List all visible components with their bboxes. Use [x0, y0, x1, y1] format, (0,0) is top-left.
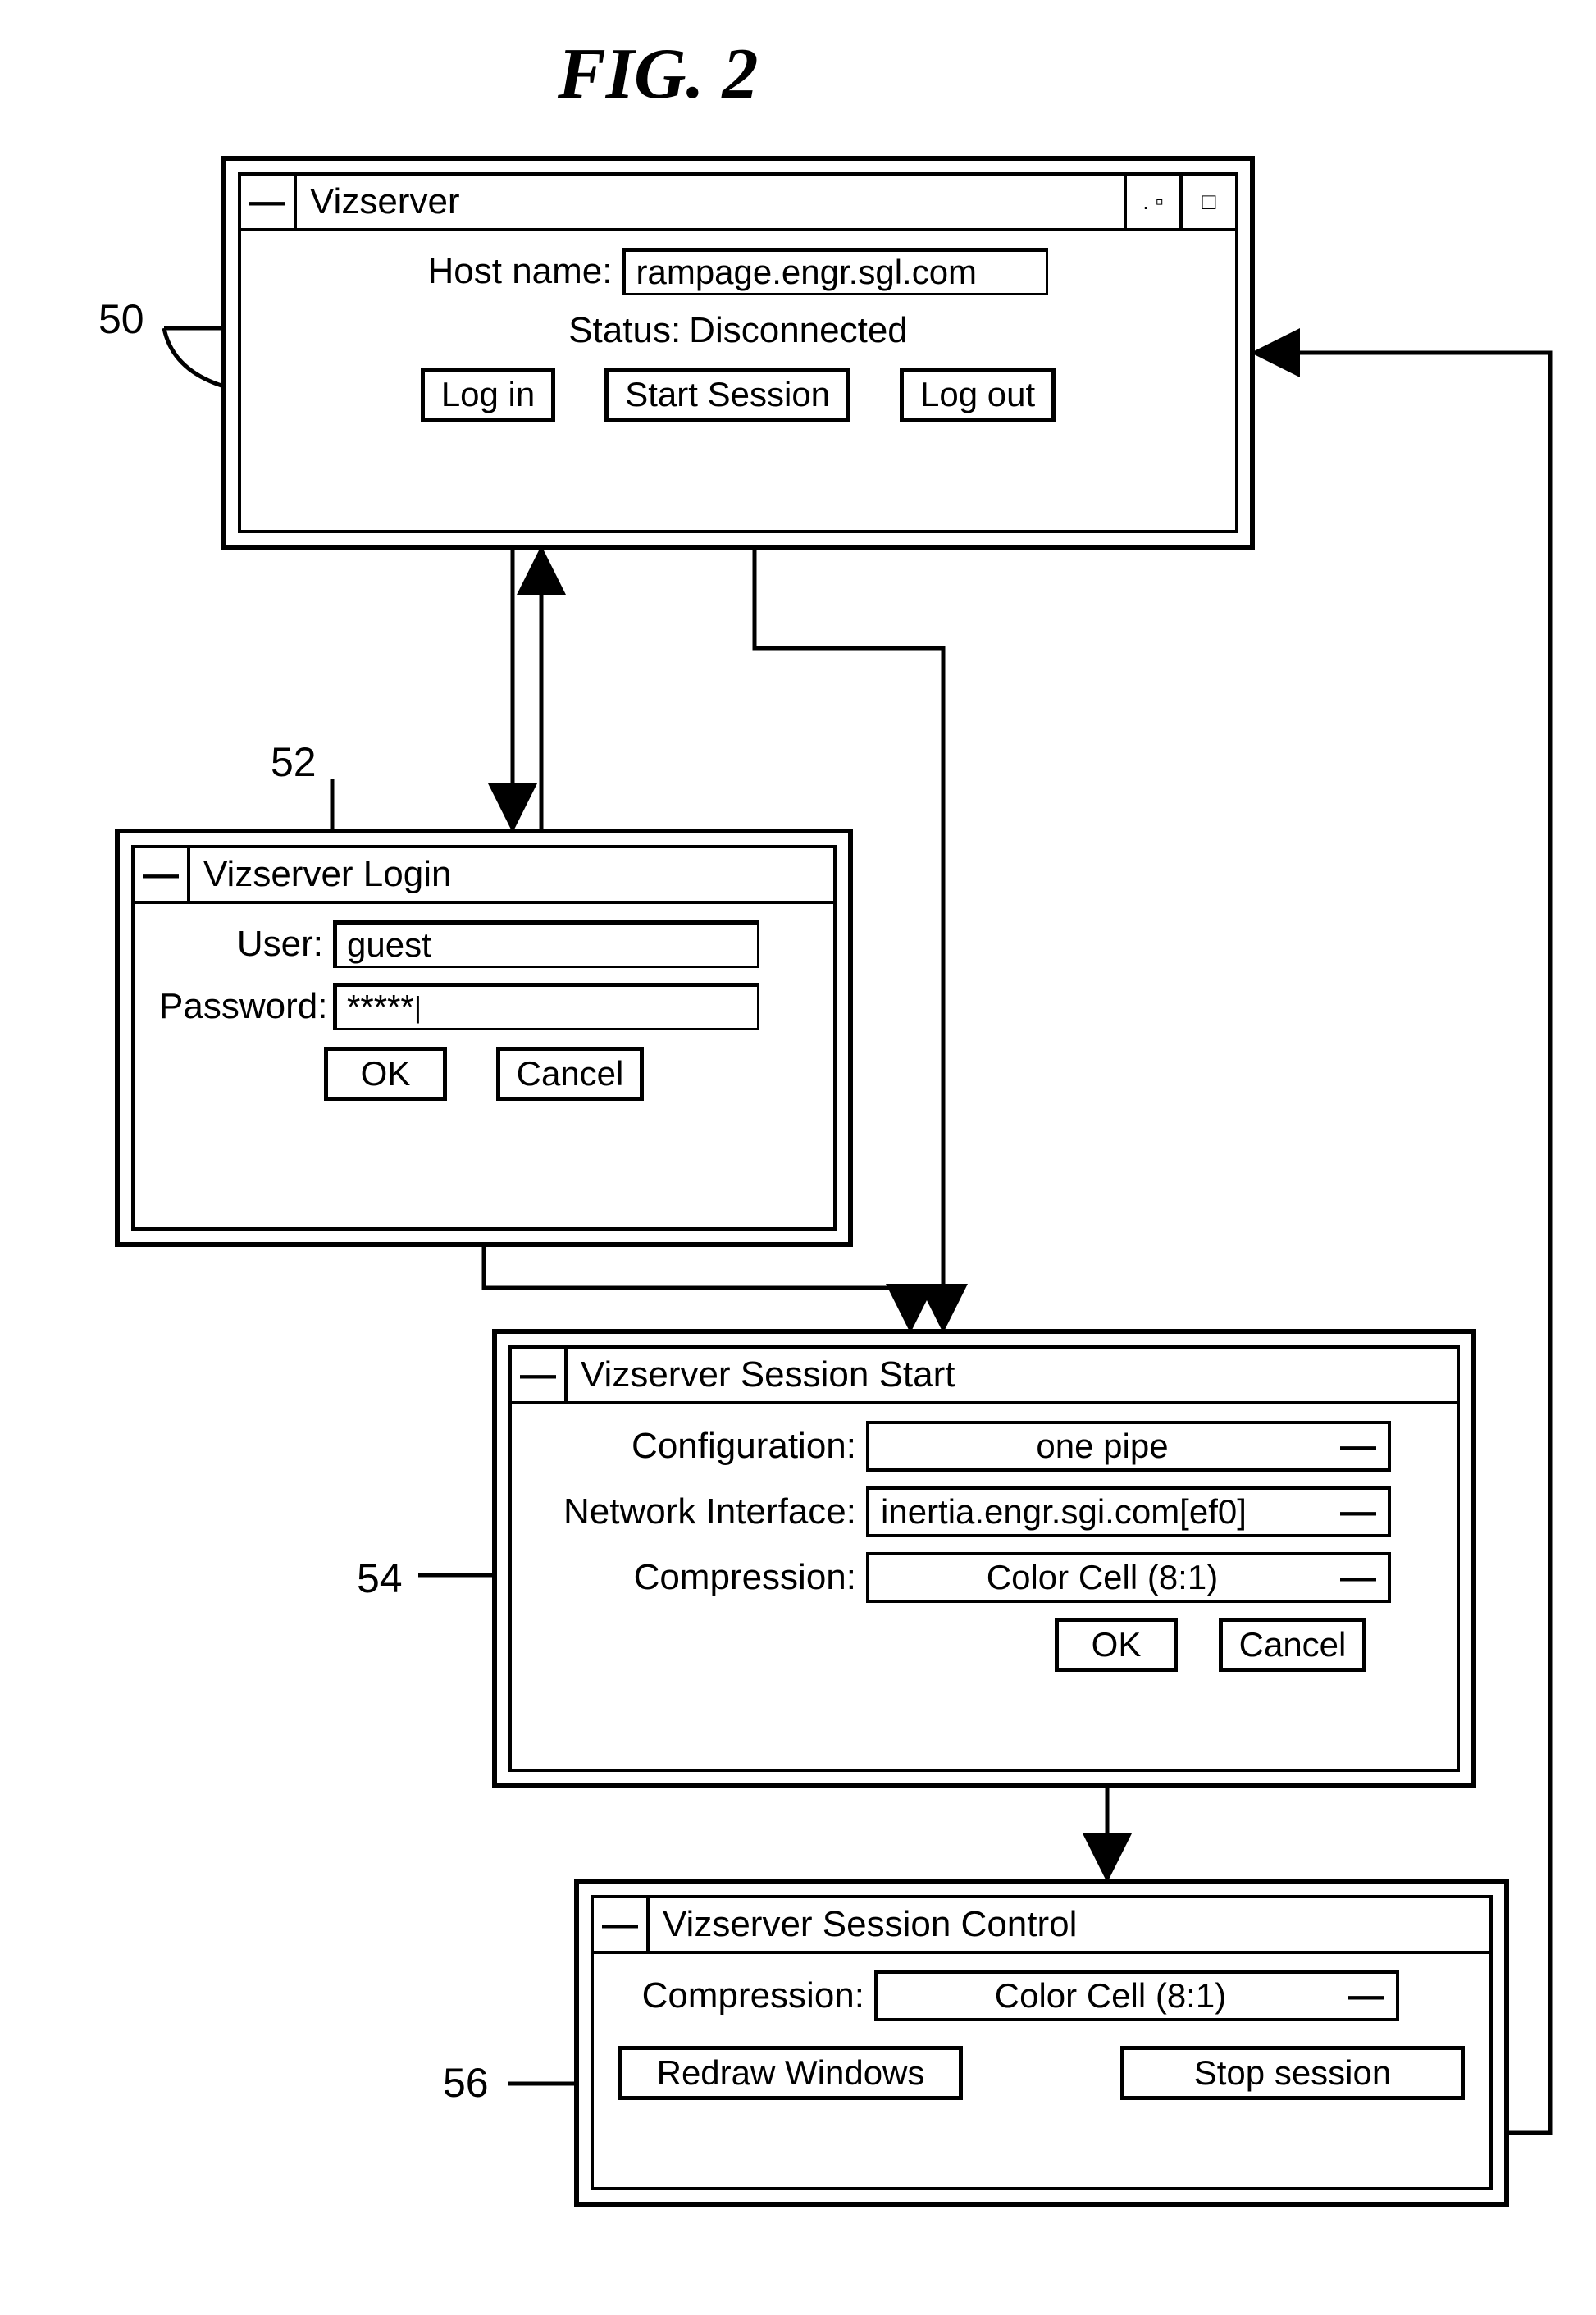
window-title: Vizserver Login [190, 854, 833, 895]
titlebar-vizserver: — Vizserver . ▫ □ [241, 176, 1235, 231]
password-value: ***** [347, 988, 414, 1027]
redraw-windows-button[interactable]: Redraw Windows [618, 2046, 963, 2100]
compression-label: Compression: [536, 1557, 856, 1598]
password-input[interactable]: *****| [333, 983, 759, 1030]
dropdown-icon: — [1348, 1975, 1384, 2016]
ref-label-54: 54 [357, 1555, 403, 1602]
status-label: Status: [568, 310, 681, 351]
titlebar-login: — Vizserver Login [135, 848, 833, 904]
dropdown-icon: — [1340, 1426, 1376, 1467]
config-dropdown[interactable]: one pipe — [866, 1421, 1391, 1472]
cancel-button[interactable]: Cancel [496, 1047, 644, 1101]
user-input[interactable]: guest [333, 920, 759, 968]
hostname-input[interactable]: rampage.engr.sgl.com [622, 248, 1048, 295]
window-title: Vizserver Session Control [650, 1904, 1489, 1945]
password-label: Password: [159, 986, 323, 1027]
minimize-icon[interactable]: . ▫ [1124, 176, 1179, 228]
cancel-button[interactable]: Cancel [1219, 1618, 1366, 1672]
logout-button[interactable]: Log out [900, 368, 1056, 422]
compression-dropdown[interactable]: Color Cell (8:1) — [866, 1552, 1391, 1603]
sysmenu-icon[interactable]: — [594, 1898, 650, 1951]
netif-dropdown[interactable]: inertia.engr.sgi.com[ef0] — [866, 1486, 1391, 1537]
text-cursor-icon: | [414, 990, 422, 1025]
compression-value: Color Cell (8:1) [881, 1558, 1324, 1597]
status-value: Disconnected [689, 310, 908, 351]
netif-value: inertia.engr.sgi.com[ef0] [881, 1492, 1247, 1532]
ok-button[interactable]: OK [1055, 1618, 1178, 1672]
stop-session-button[interactable]: Stop session [1120, 2046, 1465, 2100]
window-title: Vizserver [297, 181, 1124, 222]
ref-label-52: 52 [271, 738, 317, 786]
ok-button[interactable]: OK [324, 1047, 447, 1101]
window-title: Vizserver Session Start [568, 1354, 1457, 1395]
user-label: User: [159, 924, 323, 965]
sysmenu-icon[interactable]: — [135, 848, 190, 901]
netif-label: Network Interface: [536, 1491, 856, 1532]
compression-value: Color Cell (8:1) [889, 1976, 1332, 2016]
login-button[interactable]: Log in [421, 368, 555, 422]
figure-title: FIG. 2 [558, 33, 759, 116]
hostname-label: Host name: [428, 251, 613, 292]
window-vizserver: — Vizserver . ▫ □ Host name: rampage.eng… [221, 156, 1255, 550]
titlebar-session-control: — Vizserver Session Control [594, 1898, 1489, 1954]
ref-label-56: 56 [443, 2059, 489, 2107]
window-session-start: — Vizserver Session Start Configuration:… [492, 1329, 1476, 1788]
start-session-button[interactable]: Start Session [604, 368, 850, 422]
config-value: one pipe [881, 1427, 1324, 1466]
window-login: — Vizserver Login User: guest Password: … [115, 829, 853, 1247]
sysmenu-icon[interactable]: — [241, 176, 297, 228]
config-label: Configuration: [536, 1426, 856, 1467]
titlebar-session-start: — Vizserver Session Start [512, 1349, 1457, 1404]
compression-dropdown[interactable]: Color Cell (8:1) — [874, 1970, 1399, 2021]
sysmenu-icon[interactable]: — [512, 1349, 568, 1401]
maximize-icon[interactable]: □ [1179, 176, 1235, 228]
dropdown-icon: — [1340, 1557, 1376, 1598]
compression-label: Compression: [618, 1975, 864, 2016]
window-session-control: — Vizserver Session Control Compression:… [574, 1879, 1509, 2207]
dropdown-icon: — [1340, 1491, 1376, 1532]
ref-label-50: 50 [98, 295, 144, 343]
